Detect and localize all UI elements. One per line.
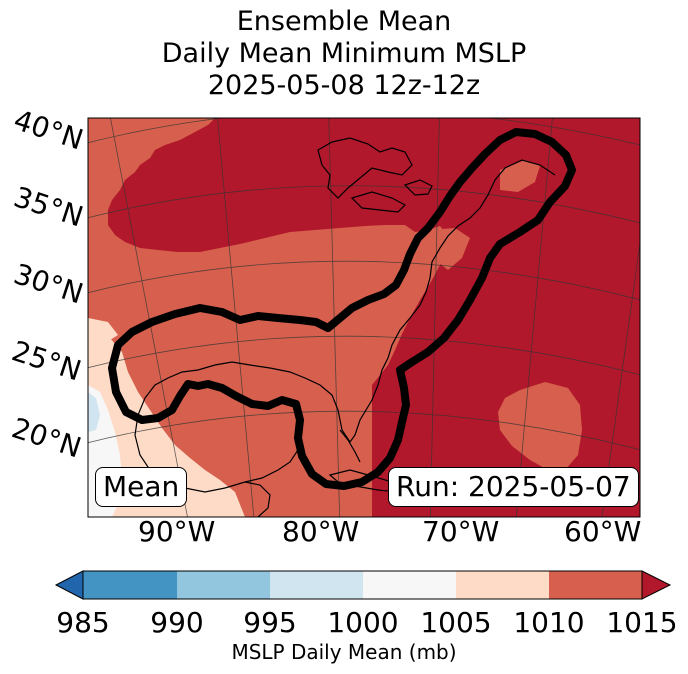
colorbar-bin-995-1000 (270, 571, 363, 599)
title-line-1: Ensemble Mean (236, 6, 452, 37)
fill-995-1000 (88, 392, 100, 432)
fill-1010-1015-east (498, 382, 582, 470)
fill-1005-1010-north (88, 318, 118, 340)
colorbar (54, 570, 672, 600)
mean-tag: Mean (95, 467, 188, 507)
colorbar-label: MSLP Daily Mean (mb) (231, 640, 457, 664)
title-line-2: Daily Mean Minimum MSLP (161, 38, 527, 69)
title-line-3: 2025-05-08 12z-12z (207, 70, 481, 101)
coastline-great-lakes (317, 137, 433, 213)
run-date-tag: Run: 2025-05-07 (388, 467, 639, 507)
lon-label-80w: 80°W (282, 515, 359, 548)
colorbar-frame (82, 570, 643, 600)
coastline-yucatan (244, 481, 271, 517)
map-frame (87, 117, 641, 518)
colorbar-tick-985: 985 (56, 606, 110, 639)
lat-label-40: 40°N (10, 103, 87, 156)
colorbar-over-arrow (641, 570, 672, 600)
colorbar-bin-1010-1015 (549, 571, 642, 599)
lon-label-60w: 60°W (564, 515, 641, 548)
lat-label-20: 20°N (8, 411, 85, 464)
colorbar-under-arrow (54, 570, 84, 600)
lat-label-25: 25°N (8, 334, 85, 387)
thick-contour (108, 128, 576, 490)
colorbar-bin-1005-1010 (456, 571, 549, 599)
graticule (88, 118, 640, 517)
lat-label-35: 35°N (10, 180, 87, 233)
colorbar-bin-1000-1005 (363, 571, 456, 599)
lon-label-90w: 90°W (138, 515, 215, 548)
lat-label-30: 30°N (10, 257, 87, 310)
coastline-florida (339, 429, 361, 463)
colorbar-tick-990: 990 (150, 606, 204, 639)
colorbar-tick-995: 995 (243, 606, 297, 639)
map-plot-area (88, 118, 640, 517)
colorbar-tick-1005: 1005 (420, 606, 492, 639)
colorbar-bin-990-995 (177, 571, 270, 599)
colorbar-tick-1000: 1000 (327, 606, 399, 639)
fill-1010-1015-coastal (428, 228, 470, 270)
fill-1010-1015-ns (500, 160, 540, 192)
colorbar-tick-1010: 1010 (513, 606, 585, 639)
colorbar-bin-985-990 (83, 571, 177, 599)
colorbar-tick-1015: 1015 (606, 606, 678, 639)
lon-label-70w: 70°W (422, 515, 499, 548)
